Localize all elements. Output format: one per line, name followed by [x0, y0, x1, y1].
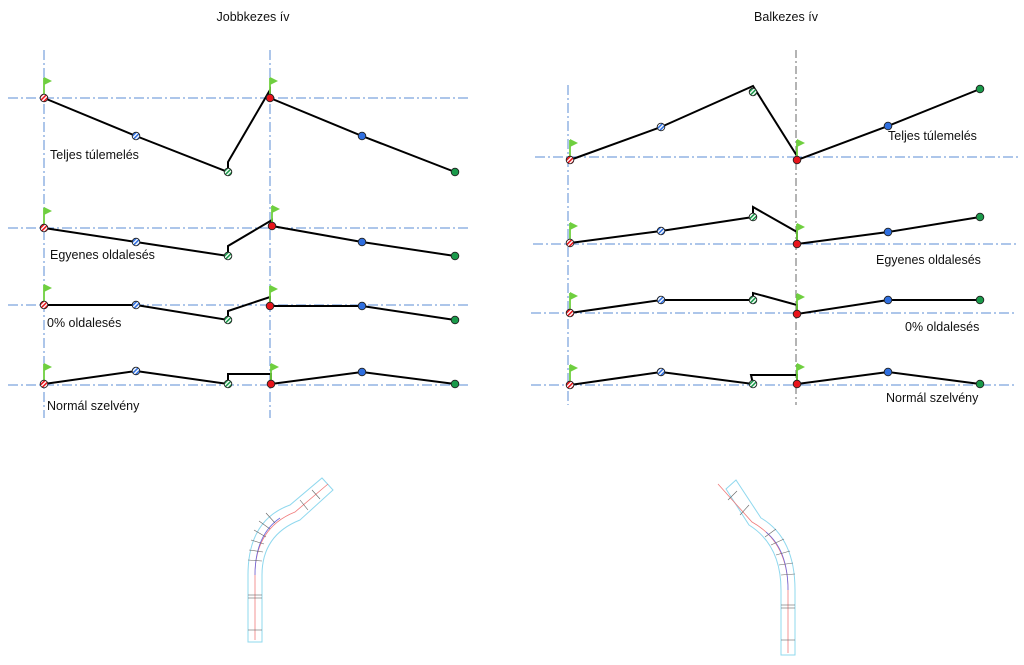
transition-end-marker [223, 315, 233, 325]
start-point-marker [565, 155, 575, 165]
profile-line [43, 369, 456, 386]
start-point-marker [39, 300, 49, 310]
transition-end-marker [748, 87, 758, 97]
quarter-point-marker [131, 237, 141, 247]
right-road-plan [717, 479, 796, 656]
left-panel-title: Jobbkezes ív [217, 10, 291, 24]
flag-icon [797, 293, 805, 301]
quarter-point-marker [656, 367, 666, 377]
right-row3-label: 0% oldalesés [905, 320, 979, 334]
mid-point-marker [792, 239, 802, 249]
mid-point-marker [265, 301, 275, 311]
start-point-marker [39, 223, 49, 233]
profile-line [43, 218, 456, 258]
end-point-marker [975, 212, 985, 222]
mid-quarter-point-marker [357, 237, 367, 247]
mid-quarter-point-marker [357, 131, 367, 141]
mid-quarter-point-marker [357, 301, 367, 311]
flag-icon [271, 363, 279, 371]
flag-icon [270, 77, 278, 85]
profiles [39, 77, 985, 390]
transition-end-marker [748, 379, 758, 389]
flag-icon [44, 363, 52, 371]
flag-icon [272, 205, 280, 213]
mid-quarter-point-marker [883, 295, 893, 305]
flag-icon [797, 363, 805, 371]
flag-icon [570, 222, 578, 230]
flag-icon [570, 292, 578, 300]
transition-end-marker [223, 379, 233, 389]
end-point-marker [450, 315, 460, 325]
right-row1-label: Teljes túlemelés [888, 129, 977, 143]
quarter-point-marker [131, 300, 141, 310]
flag-icon [797, 223, 805, 231]
profile-line [569, 370, 981, 386]
flag-icon [570, 364, 578, 372]
start-point-marker [39, 93, 49, 103]
quarter-point-marker [656, 226, 666, 236]
quarter-point-marker [131, 131, 141, 141]
profile-line [44, 295, 456, 322]
mid-quarter-point-marker [883, 367, 893, 377]
flag-icon [44, 207, 52, 215]
flag-icon [44, 284, 52, 292]
transition-end-marker [748, 295, 758, 305]
left-row4-label: Normál szelvény [47, 399, 140, 413]
end-point-marker [450, 167, 460, 177]
profile-line [569, 84, 981, 162]
left-row1-label: Teljes túlemelés [50, 148, 139, 162]
quarter-point-marker [656, 122, 666, 132]
mid-point-marker [267, 221, 277, 231]
profile-line [569, 205, 981, 246]
end-point-marker [975, 84, 985, 94]
mid-point-marker [792, 155, 802, 165]
transition-end-marker [748, 212, 758, 222]
start-point-marker [565, 380, 575, 390]
left-row3-label: 0% oldalesés [47, 316, 121, 330]
flag-icon [270, 285, 278, 293]
left-road-plan [247, 477, 334, 643]
quarter-point-marker [656, 295, 666, 305]
right-panel-title: Balkezes ív [754, 10, 819, 24]
mid-point-marker [266, 379, 276, 389]
end-point-marker [975, 379, 985, 389]
mid-quarter-point-marker [357, 367, 367, 377]
end-point-marker [975, 295, 985, 305]
profile-line [43, 86, 456, 174]
flag-icon [570, 139, 578, 147]
mid-quarter-point-marker [883, 121, 893, 131]
right-row4-label: Normál szelvény [886, 391, 979, 405]
transition-end-marker [223, 251, 233, 261]
transition-end-marker [223, 167, 233, 177]
profile-line [569, 291, 980, 316]
quarter-point-marker [131, 366, 141, 376]
end-point-marker [450, 251, 460, 261]
start-point-marker [565, 238, 575, 248]
mid-point-marker [265, 93, 275, 103]
left-row2-label: Egyenes oldalesés [50, 248, 155, 262]
right-row2-label: Egyenes oldalesés [876, 253, 981, 267]
mid-quarter-point-marker [883, 227, 893, 237]
mid-point-marker [792, 379, 802, 389]
flag-icon [797, 139, 805, 147]
end-point-marker [450, 379, 460, 389]
mid-point-marker [792, 309, 802, 319]
start-point-marker [565, 308, 575, 318]
start-point-marker [39, 379, 49, 389]
flag-icon [44, 77, 52, 85]
